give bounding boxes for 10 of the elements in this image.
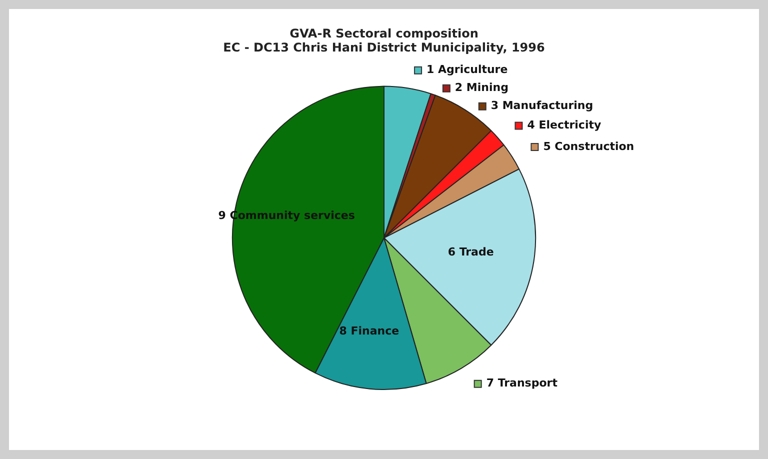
chart-title: GVA-R Sectoral composition [290, 26, 478, 40]
slice-label: 6 Trade [448, 245, 494, 258]
legend-label: 7 Transport [486, 376, 558, 390]
legend-label: 2 Mining [454, 81, 508, 94]
slice-label: 8 Finance [339, 324, 400, 338]
legend-label: 4 Electricity [527, 118, 602, 132]
legend-label: 1 Agriculture [426, 63, 508, 76]
chart-subtitle: EC - DC13 Chris Hani District Municipality, 1996 [223, 40, 545, 55]
legend-label: 5 Construction [543, 140, 634, 153]
legend-label: 3 Manufacturing [490, 99, 594, 112]
